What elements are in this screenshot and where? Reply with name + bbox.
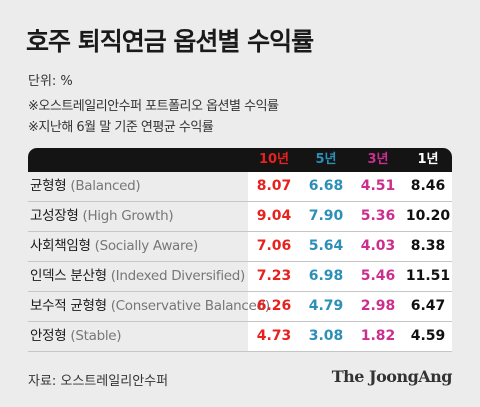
publisher-logo: The JoongAng — [331, 367, 453, 386]
value-5y: 4.79 — [308, 298, 344, 314]
table-row: 균형형 (Balanced) 8.07 6.68 4.51 8.46 — [28, 172, 452, 202]
value-3y: 5.36 — [360, 208, 396, 224]
value-5y: 6.68 — [308, 178, 344, 194]
row-label: 안정형 (Stable) — [30, 322, 122, 351]
row-label-en: (Socially Aware) — [94, 238, 199, 254]
value-5y: 7.90 — [308, 208, 344, 224]
unit-label: 단위: % — [28, 74, 73, 89]
value-1y: 6.47 — [410, 298, 446, 314]
row-label-en: (Stable) — [70, 328, 122, 344]
value-3y: 5.46 — [360, 268, 396, 284]
row-label: 고성장형 (High Growth) — [30, 202, 174, 231]
value-1y: 8.46 — [410, 178, 446, 194]
table-header: 10년 5년 3년 1년 — [28, 148, 452, 172]
column-bg-3y — [352, 172, 404, 352]
value-10y: 7.06 — [256, 238, 292, 254]
chart-title: 호주 퇴직연금 옵션별 수익률 — [26, 27, 314, 56]
value-3y: 4.03 — [360, 238, 396, 254]
value-3y: 2.98 — [360, 298, 396, 314]
value-10y: 7.23 — [256, 268, 292, 284]
header-1y: 1년 — [417, 152, 439, 167]
row-label-en: (High Growth) — [82, 208, 174, 224]
table-row: 사회책임형 (Socially Aware) 7.06 5.64 4.03 8.38 — [28, 232, 452, 262]
value-1y: 10.20 — [405, 208, 451, 224]
row-label-en: (Indexed Diversified) — [110, 268, 246, 284]
returns-table: 10년 5년 3년 1년 균형형 (Balanced) 8.07 6.68 4.51 8… — [28, 148, 452, 352]
value-10y: 6.26 — [256, 298, 292, 314]
source-label: 자료: 오스트레일리안수퍼 — [28, 374, 169, 389]
row-label-en: (Conservative Balanced) — [110, 298, 270, 314]
value-10y: 9.04 — [256, 208, 292, 224]
table-row: 고성장형 (High Growth) 9.04 7.90 5.36 10.20 — [28, 202, 452, 232]
note-basis: ※지난해 6월 말 기준 연평균 수익률 — [28, 120, 214, 135]
value-1y: 8.38 — [410, 238, 446, 254]
value-5y: 5.64 — [308, 238, 344, 254]
value-3y: 4.51 — [360, 178, 396, 194]
value-5y: 6.98 — [308, 268, 344, 284]
row-label-ko: 고성장형 — [30, 208, 79, 224]
column-bg-10y — [248, 172, 300, 352]
table-body: 균형형 (Balanced) 8.07 6.68 4.51 8.46 고성장형 (High… — [28, 172, 452, 352]
table-row: 안정형 (Stable) 4.73 3.08 1.82 4.59 — [28, 322, 452, 352]
header-5y: 5년 — [315, 152, 337, 167]
header-10y: 10년 — [258, 152, 290, 167]
note-portfolio: ※오스트레일리안수퍼 포트폴리오 옵션별 수익률 — [28, 99, 279, 114]
table-row: 인덱스 분산형 (Indexed Diversified) 7.23 6.98 5.4… — [28, 262, 452, 292]
value-10y: 8.07 — [256, 178, 292, 194]
row-label-ko: 안정형 — [30, 328, 67, 344]
row-label: 인덱스 분산형 (Indexed Diversified) — [30, 262, 245, 291]
value-3y: 1.82 — [360, 328, 396, 344]
row-label: 사회책임형 (Socially Aware) — [30, 232, 198, 261]
value-1y: 4.59 — [410, 328, 446, 344]
value-10y: 4.73 — [256, 328, 292, 344]
value-1y: 11.51 — [405, 268, 451, 284]
column-bg-5y — [300, 172, 352, 352]
row-label-ko: 균형형 — [30, 178, 67, 194]
row-label: 보수적 균형형 (Conservative Balanced) — [30, 292, 270, 321]
table-row: 보수적 균형형 (Conservative Balanced) 6.26 4.79 2… — [28, 292, 452, 322]
value-5y: 3.08 — [308, 328, 344, 344]
row-label-ko: 보수적 균형형 — [30, 298, 107, 314]
row-label: 균형형 (Balanced) — [30, 172, 141, 201]
row-label-ko: 사회책임형 — [30, 238, 91, 254]
header-3y: 3년 — [367, 152, 389, 167]
row-label-ko: 인덱스 분산형 — [30, 268, 107, 284]
row-label-en: (Balanced) — [70, 178, 141, 194]
column-bg-1y — [404, 172, 452, 352]
